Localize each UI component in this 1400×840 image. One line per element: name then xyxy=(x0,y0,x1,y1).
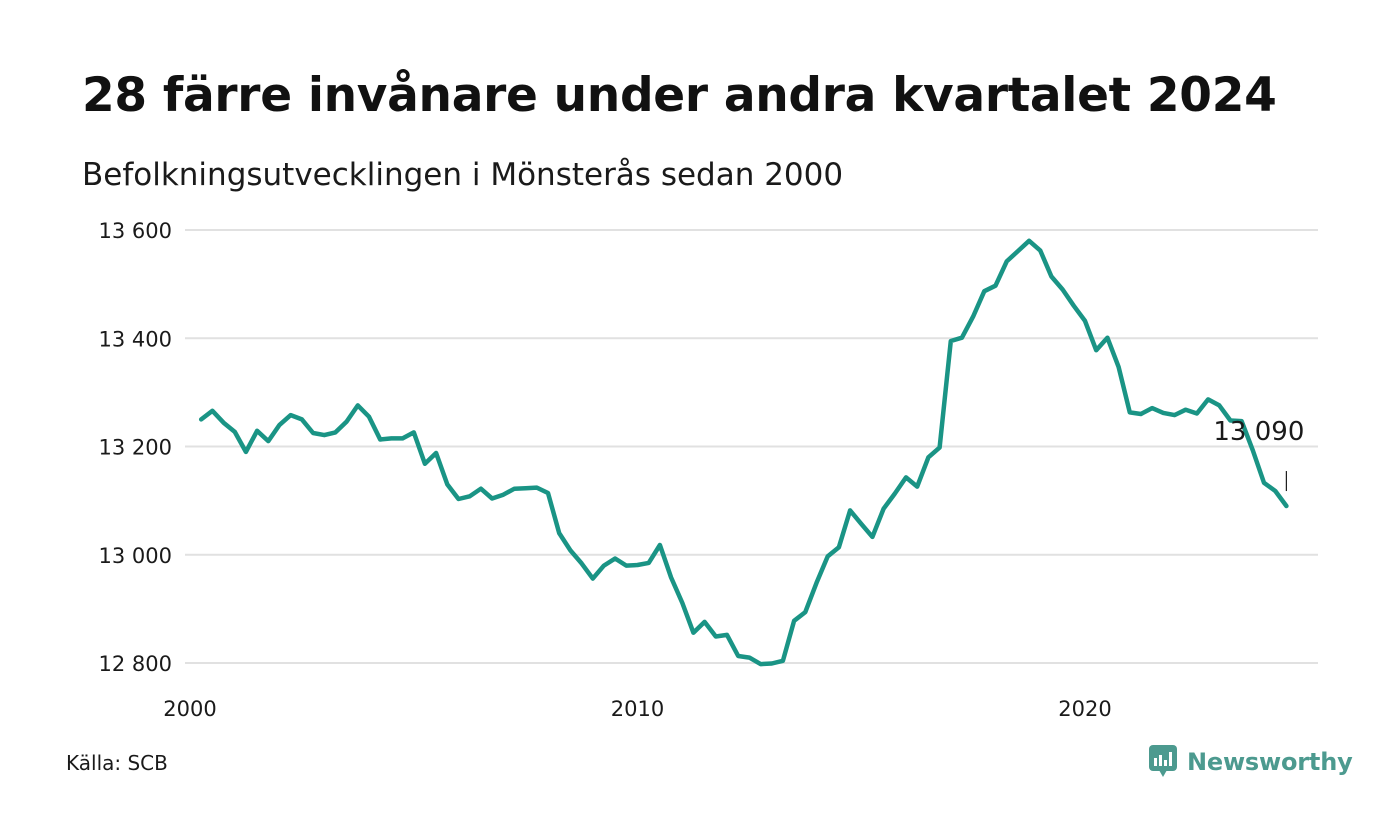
chart-title: 28 färre invånare under andra kvartalet … xyxy=(82,68,1277,123)
brand-logo[interactable]: Newsworthy xyxy=(1148,744,1353,780)
y-tick-label: 13 200 xyxy=(99,436,172,460)
y-axis-ticks: 13 600 13 400 13 200 13 000 12 800 xyxy=(99,219,172,676)
x-tick-label: 2010 xyxy=(611,697,664,721)
y-tick-label: 13 000 xyxy=(99,544,172,568)
y-tick-label: 13 600 xyxy=(99,219,172,243)
series-line-population xyxy=(198,238,1289,667)
x-axis-ticks: 2000 2010 2020 xyxy=(163,697,1111,721)
x-tick-label: 2000 xyxy=(163,697,216,721)
newsworthy-logo-icon xyxy=(1149,745,1177,777)
y-tick-label: 13 400 xyxy=(99,327,172,351)
chart-subtitle: Befolkningsutvecklingen i Mönsterås seda… xyxy=(82,157,844,193)
brand-name: Newsworthy xyxy=(1187,748,1353,776)
end-value-label: 13 090 xyxy=(1213,417,1304,447)
source-note: Källa: SCB xyxy=(66,751,168,775)
grid-lines xyxy=(185,229,1318,664)
x-tick-label: 2020 xyxy=(1058,697,1111,721)
y-tick-label: 12 800 xyxy=(99,652,172,676)
